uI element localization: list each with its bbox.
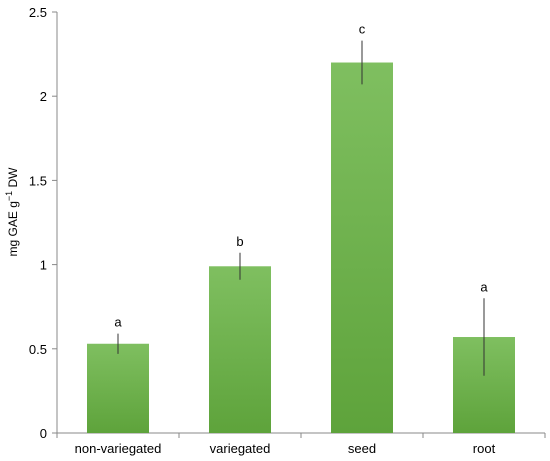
x-tick-label: variegated bbox=[210, 441, 271, 456]
bar bbox=[209, 266, 271, 433]
y-axis: 0 0.5 1 1.5 2 2.5 bbox=[29, 5, 58, 441]
significance-label: a bbox=[480, 279, 488, 294]
y-tick-label: 1.5 bbox=[29, 173, 47, 188]
significance-label: c bbox=[359, 22, 366, 37]
x-axis: non-variegated variegated seed root bbox=[56, 432, 546, 456]
x-tick-label: seed bbox=[348, 441, 376, 456]
y-tick-label: 1 bbox=[40, 258, 47, 273]
bars: a b c a bbox=[87, 22, 515, 434]
significance-label: a bbox=[114, 315, 122, 330]
bar bbox=[331, 62, 393, 434]
x-tick-label: non-variegated bbox=[75, 441, 162, 456]
x-tick-label: root bbox=[473, 441, 496, 456]
bar bbox=[87, 343, 149, 433]
significance-label: b bbox=[236, 234, 243, 249]
y-tick-label: 0 bbox=[40, 426, 47, 441]
y-tick-label: 0.5 bbox=[29, 342, 47, 357]
y-tick-label: 2.5 bbox=[29, 5, 47, 20]
y-axis-title: mg GAE g−1 DW bbox=[4, 167, 20, 257]
y-tick-label: 2 bbox=[40, 89, 47, 104]
